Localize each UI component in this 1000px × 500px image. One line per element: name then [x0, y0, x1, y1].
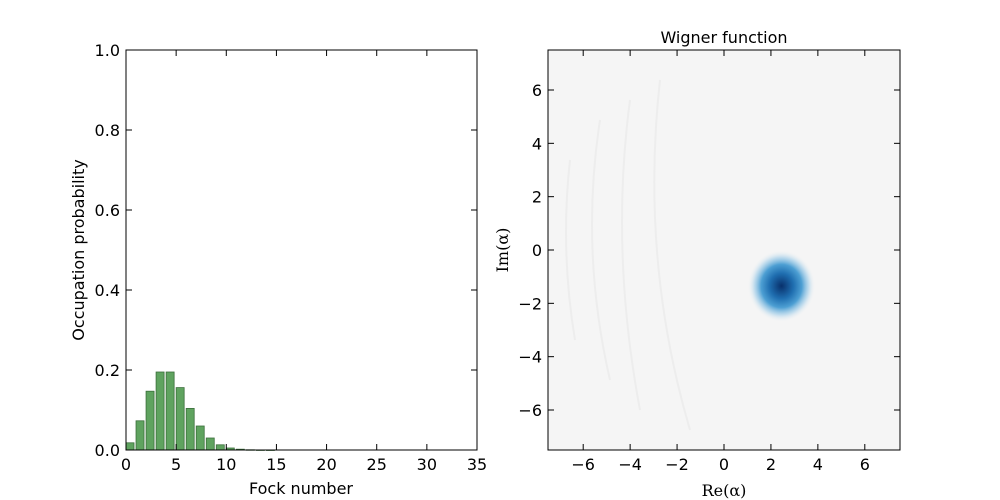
wigner-y-axis-label: Im(α) [493, 228, 512, 273]
y-tick-label: 0.0 [95, 441, 120, 460]
x-tick-label: 2 [766, 455, 776, 474]
wigner-title: Wigner function [660, 28, 787, 47]
x-tick-label: −2 [665, 455, 689, 474]
y-tick-label: 6 [532, 81, 542, 100]
wigner-panel: −6 −4 −2 0 2 4 6 −6 −4 −2 0 2 4 6 Wigner function Re… [493, 28, 901, 500]
x-tick-label: 0 [719, 455, 729, 474]
y-tick-label: 0.2 [95, 361, 120, 380]
x-tick-label: −6 [571, 455, 595, 474]
fock-bar [155, 371, 165, 451]
y-tick-label: −6 [518, 401, 542, 420]
fock-bar [175, 387, 185, 451]
x-tick-label: 4 [813, 455, 823, 474]
bar-plot-frame [125, 49, 478, 451]
bar-plot-area [126, 50, 477, 450]
fock-bar [165, 371, 175, 451]
x-tick-label: −4 [618, 455, 642, 474]
bar-x-ticks: 0 5 10 15 20 25 30 35 [121, 50, 487, 474]
fock-bar [145, 390, 155, 451]
x-tick-label: 25 [367, 455, 387, 474]
fock-bar [215, 444, 225, 451]
y-tick-label: −4 [518, 348, 542, 367]
wigner-plot-area [548, 50, 900, 450]
y-tick-label: 0.8 [95, 121, 120, 140]
y-tick-label: 0.6 [95, 201, 120, 220]
x-tick-label: 0 [121, 455, 131, 474]
bar-y-axis-label: Occupation probability [69, 159, 88, 340]
wigner-y-ticks: −6 −4 −2 0 2 4 6 [518, 81, 900, 420]
y-tick-label: 2 [532, 188, 542, 207]
x-tick-label: 6 [860, 455, 870, 474]
wigner-x-axis-label: Re(α) [702, 481, 747, 500]
x-tick-label: 20 [316, 455, 336, 474]
bar-chart-panel: 0 5 10 15 20 25 30 35 0.0 0.2 0.4 0.6 0.8 1.0 Fock n… [69, 41, 487, 498]
y-tick-label: 0 [532, 241, 542, 260]
wigner-x-ticks: −6 −4 −2 0 2 4 6 [571, 50, 870, 474]
x-tick-label: 35 [467, 455, 487, 474]
y-tick-label: 1.0 [95, 41, 120, 60]
fock-bar [125, 442, 135, 451]
x-tick-label: 30 [417, 455, 437, 474]
bar-x-axis-label: Fock number [249, 479, 353, 498]
fock-bar [195, 425, 205, 451]
x-tick-label: 5 [171, 455, 181, 474]
x-tick-label: 15 [266, 455, 286, 474]
x-tick-label: 10 [216, 455, 236, 474]
bar-y-ticks: 0.0 0.2 0.4 0.6 0.8 1.0 [95, 41, 477, 460]
wigner-fringes [565, 79, 691, 431]
fock-bar [185, 407, 195, 451]
wigner-peak [747, 250, 816, 322]
fock-bar [205, 437, 215, 451]
y-tick-label: −2 [518, 294, 542, 313]
fock-bar [135, 420, 145, 451]
y-tick-label: 0.4 [95, 281, 120, 300]
y-tick-label: 4 [532, 134, 542, 153]
